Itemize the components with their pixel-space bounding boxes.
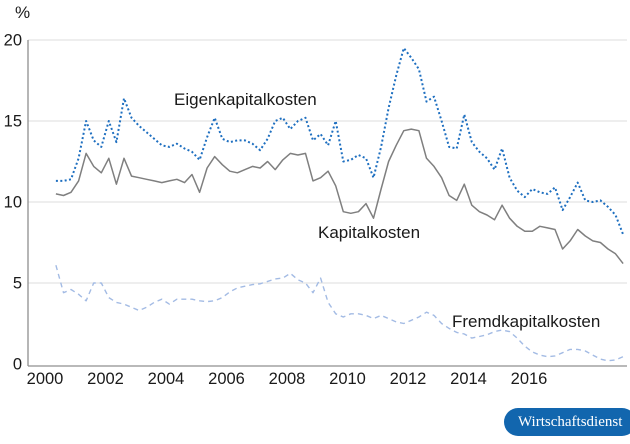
- x-tick-label-2000: 2000: [27, 370, 64, 388]
- series-label-fremdkapitalkosten: Fremdkapitalkosten: [452, 312, 601, 331]
- x-tick-label-2006: 2006: [208, 370, 245, 388]
- x-tick-label-2016: 2016: [511, 370, 548, 388]
- x-tick-label-2014: 2014: [450, 370, 487, 388]
- y-tick-label-5: 5: [13, 275, 22, 293]
- y-tick-label-10: 10: [4, 194, 22, 212]
- y-tick-label-0: 0: [13, 356, 22, 374]
- source-badge: Wirtschaftsdienst: [504, 408, 630, 436]
- series-line-kapitalkosten: [55, 128, 624, 265]
- y-tick-label-15: 15: [4, 113, 22, 131]
- x-tick-label-2012: 2012: [390, 370, 427, 388]
- x-tick-label-2008: 2008: [269, 370, 306, 388]
- x-tick-label-2010: 2010: [329, 370, 366, 388]
- series-label-eigenkapitalkosten: Eigenkapitalkosten: [174, 90, 317, 109]
- series-line-fremdkapitalkosten: [55, 265, 624, 362]
- x-tick-label-2004: 2004: [148, 370, 185, 388]
- series-label-kapitalkosten: Kapitalkosten: [318, 223, 421, 242]
- y-tick-label-20: 20: [4, 32, 22, 50]
- x-tick-label-2002: 2002: [87, 370, 124, 388]
- series-line-eigenkapitalkosten: [55, 47, 625, 235]
- y-axis-unit-label: %: [15, 3, 31, 22]
